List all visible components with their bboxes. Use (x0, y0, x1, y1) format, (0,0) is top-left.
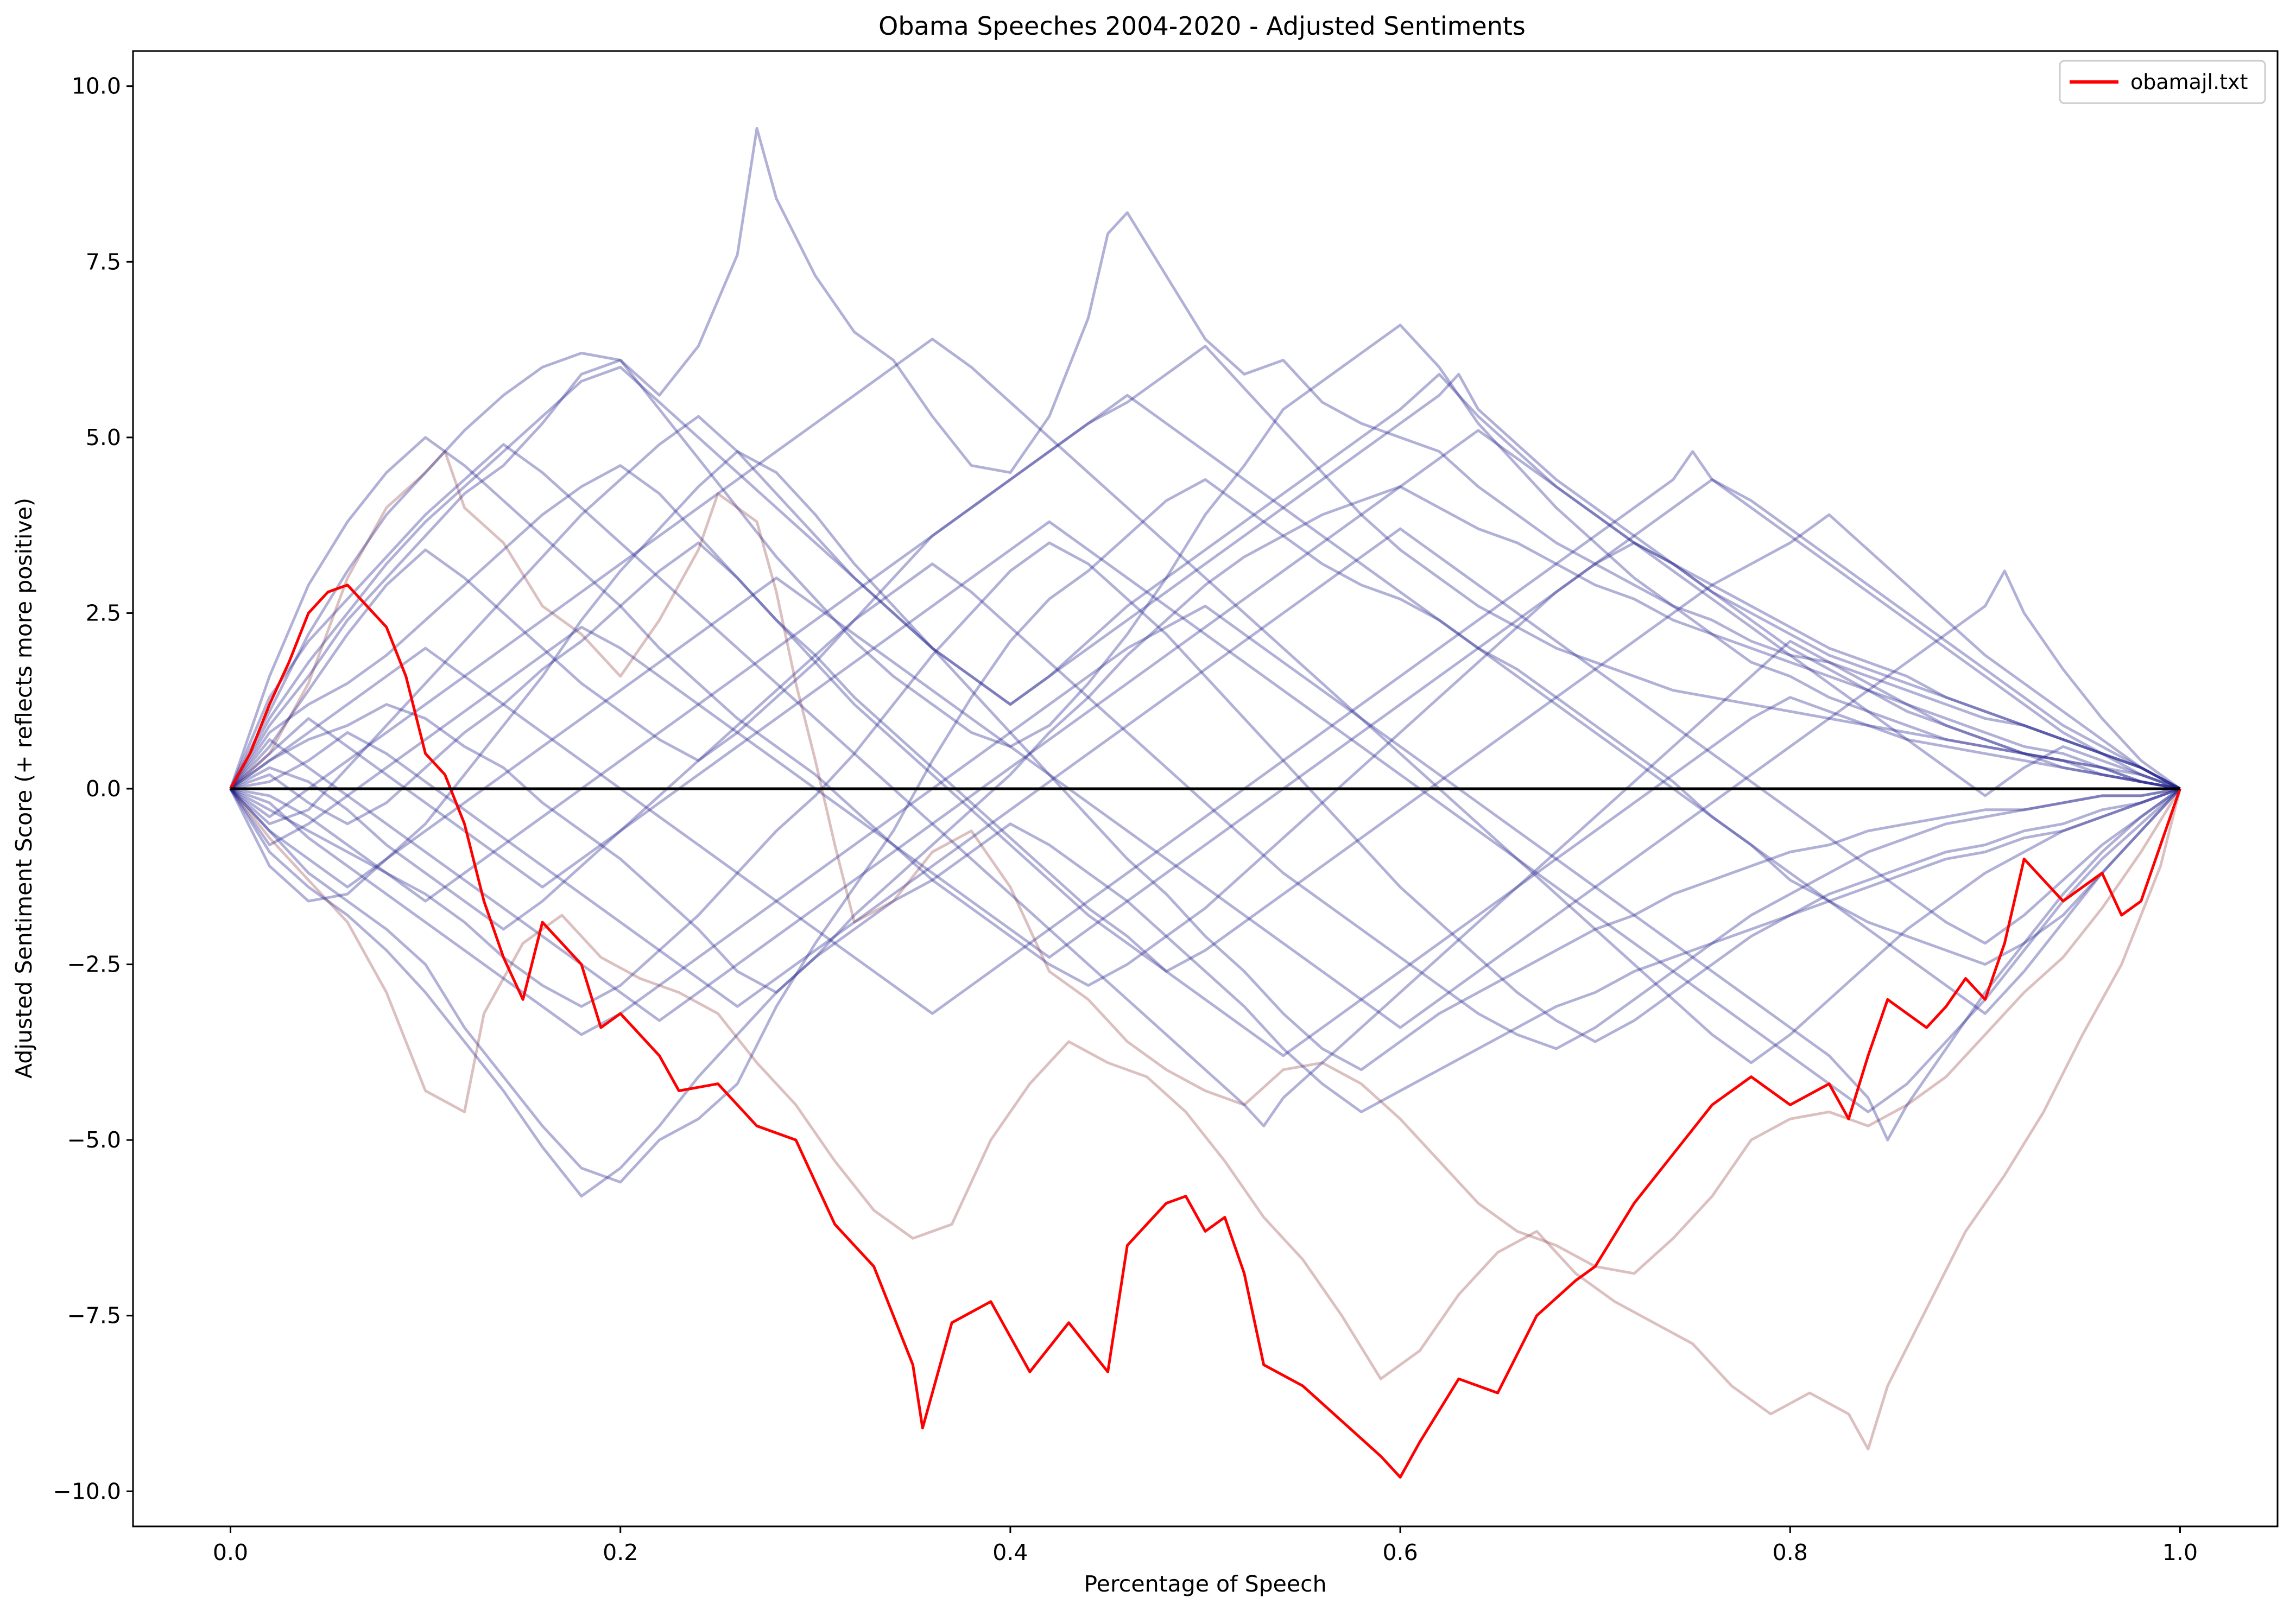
series-line (229, 436, 2181, 987)
series-line (229, 429, 2181, 1022)
series-line (229, 464, 2181, 973)
legend-box (2059, 60, 2266, 104)
y-tick-label: 5.0 (86, 424, 121, 451)
series-line (229, 365, 2180, 790)
x-axis-ticks: 0.0 0.2 0.4 0.6 0.8 1.0 (213, 1526, 2198, 1565)
x-axis-label: Percentage of Speech (1084, 1571, 1326, 1597)
series-line (229, 443, 2180, 1127)
x-tick-label: 0.4 (992, 1539, 1028, 1565)
series-line (229, 787, 2181, 1198)
legend: obamajl.txt (2059, 60, 2266, 104)
series-line (230, 394, 2181, 1015)
series-line (229, 478, 2181, 1184)
series-line (229, 324, 2180, 790)
y-tick-label: 10.0 (72, 73, 121, 99)
y-axis-ticks: −10.0 −7.5 −5.0 −2.5 0.0 2.5 5.0 7.5 10.0 (53, 73, 133, 1504)
x-tick-label: 0.8 (1773, 1539, 1808, 1565)
series-line (230, 485, 2181, 994)
y-axis-label: Adjusted Sentiment Score (+ reflects mor… (11, 498, 37, 1079)
x-tick-label: 0.6 (1382, 1539, 1418, 1565)
x-tick-label: 0.0 (213, 1539, 248, 1565)
series-line (229, 569, 2181, 1029)
series-line (229, 788, 2181, 1451)
chart-title: Obama Speeches 2004-2020 - Adjusted Sent… (878, 11, 1526, 41)
y-tick-label: −7.5 (67, 1303, 121, 1329)
series-line (229, 520, 2181, 1113)
y-tick-label: −5.0 (67, 1127, 121, 1153)
series-line (230, 562, 2180, 1050)
series-line (229, 345, 2180, 790)
x-tick-label: 1.0 (2162, 1539, 2198, 1565)
series-line (229, 126, 2181, 790)
y-tick-label: −2.5 (67, 952, 121, 978)
y-tick-label: −10.0 (53, 1478, 121, 1504)
series-line (229, 450, 2181, 1275)
y-tick-label: 0.0 (86, 776, 121, 802)
series-layer (229, 126, 2181, 1479)
series-line (230, 541, 2181, 1043)
series-line (230, 605, 2181, 1142)
series-line (229, 478, 2181, 959)
y-tick-label: 2.5 (86, 600, 121, 626)
series-line (229, 372, 2181, 826)
series-line (230, 541, 2180, 1057)
series-line-highlight (229, 584, 2181, 1479)
x-tick-label: 0.2 (603, 1539, 638, 1565)
series-line (229, 450, 2180, 1072)
y-tick-label: 7.5 (86, 249, 121, 275)
series-line (230, 527, 2181, 1008)
series-line (230, 450, 2181, 1015)
legend-label: obamajl.txt (2130, 70, 2248, 94)
series-line (230, 338, 2181, 1064)
plot-area (132, 50, 2279, 1527)
